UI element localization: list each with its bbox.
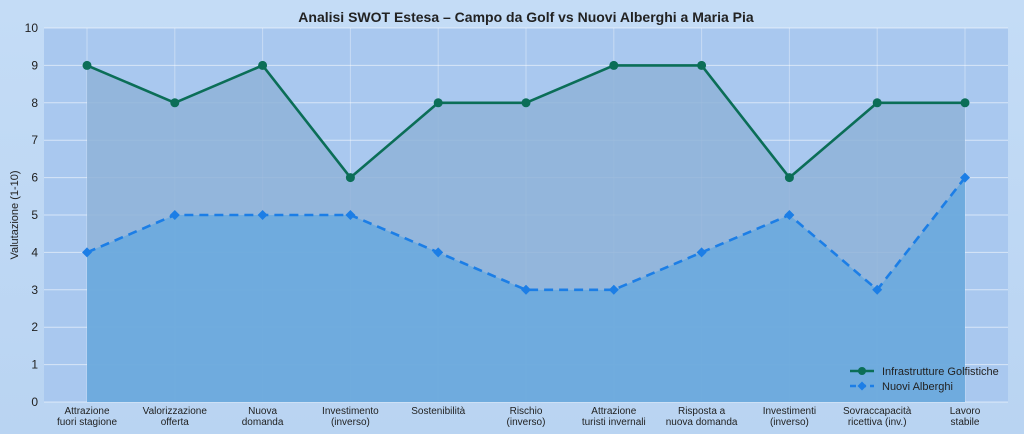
legend: Infrastrutture Golfistiche Nuovi Alberghi <box>850 366 999 393</box>
y-tick-label: 0 <box>31 395 38 409</box>
legend-label: Nuovi Alberghi <box>882 381 953 393</box>
x-tick-label: Sostenibilità <box>411 406 465 417</box>
data-point <box>82 60 92 70</box>
data-point <box>345 173 355 183</box>
series-line <box>86 176 967 292</box>
legend-marker <box>858 367 866 375</box>
data-point <box>697 60 707 70</box>
data-point <box>257 210 268 220</box>
legend-marker <box>857 381 867 391</box>
x-tick-label: Valorizzazione offerta <box>143 406 208 428</box>
x-tick-label: Lavoro stabile <box>950 406 981 428</box>
data-point <box>433 98 443 108</box>
chart-title: Analisi SWOT Estesa – Campo da Golf vs N… <box>298 9 754 25</box>
data-point <box>521 98 531 108</box>
data-point <box>345 210 356 220</box>
y-tick-label: 1 <box>31 358 38 372</box>
x-tick-label: Attrazione fuori stagione <box>57 406 117 428</box>
x-tick-label: Investimenti (inverso) <box>763 406 816 428</box>
x-tick-label: Sovraccapacità ricettiva (inv.) <box>843 406 912 428</box>
data-point <box>521 284 531 295</box>
y-tick-label: 6 <box>31 171 38 185</box>
data-point <box>169 210 180 220</box>
x-axis: Attrazione fuori stagione Valorizzazione of… <box>57 406 981 428</box>
y-tick-label: 2 <box>31 320 38 334</box>
y-tick-label: 4 <box>31 245 38 259</box>
y-tick-label: 7 <box>31 133 38 147</box>
data-point <box>960 98 970 108</box>
data-point <box>609 60 619 70</box>
x-tick-label: Investimento (inverso) <box>322 406 379 428</box>
y-axis-label: Valutazione (1-10) <box>9 170 21 259</box>
y-tick-label: 8 <box>31 96 38 110</box>
data-point <box>872 284 883 295</box>
y-tick-label: 3 <box>31 283 38 297</box>
series-lines <box>82 60 970 295</box>
x-tick-label: Risposta a nuova domanda <box>666 406 738 428</box>
y-tick-label: 10 <box>25 21 39 35</box>
y-tick-label: 5 <box>31 208 38 222</box>
x-tick-label: Attrazione turisti invernali <box>582 406 646 428</box>
data-point <box>696 247 707 258</box>
data-point <box>608 284 619 295</box>
data-point <box>433 247 444 258</box>
x-tick-label: Rischio (inverso) <box>507 406 546 428</box>
data-point <box>872 98 882 108</box>
data-point <box>960 172 970 183</box>
y-tick-label: 9 <box>31 58 38 72</box>
legend-label: Infrastrutture Golfistiche <box>882 366 999 378</box>
data-point <box>784 173 794 183</box>
x-tick-label: Nuova domanda <box>242 406 284 428</box>
data-point <box>82 247 92 258</box>
data-point <box>258 60 268 70</box>
y-axis: 0 1 2 3 4 5 6 7 8 9 10 <box>25 21 39 409</box>
data-point <box>170 98 180 108</box>
data-point <box>784 210 795 220</box>
